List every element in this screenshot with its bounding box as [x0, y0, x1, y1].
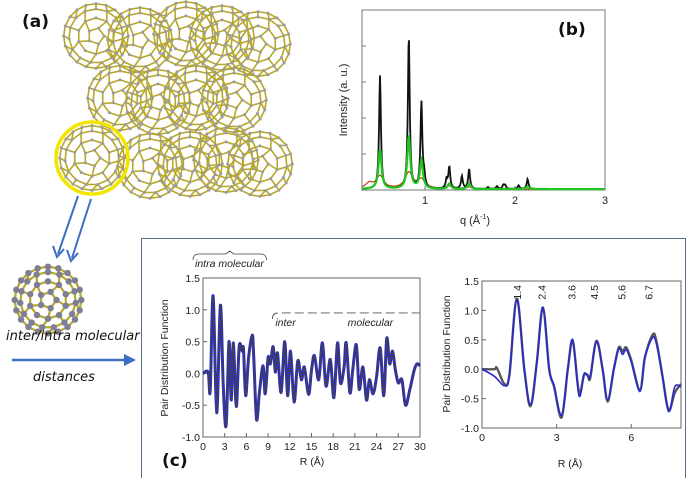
chart-c-left-xtick-label: 3: [222, 441, 228, 453]
peak-label: 4.5: [589, 285, 601, 300]
highlight-circle: [56, 122, 128, 194]
chart-c-right-ytick-label: 0.0: [464, 364, 479, 376]
chart-c-right-series-experiment: [482, 299, 681, 418]
molecular-label: molecular: [348, 317, 394, 329]
chart-c-left-xtick-label: 18: [327, 441, 339, 453]
chart-c-left-ytick-label: -0.5: [182, 400, 200, 412]
side-caption-line2: distances: [33, 370, 95, 385]
chart-c-left-xtick-label: 15: [306, 441, 318, 453]
chart-c-left-xtick-label: 12: [284, 441, 296, 453]
chart-c-right-xtick-label: 0: [479, 432, 485, 444]
chart-b-xtick-label: 3: [602, 195, 608, 207]
chart-c-left-ytick-label: -1.0: [182, 432, 200, 444]
chart-b-xtick-label: 2: [512, 195, 518, 207]
chart-c-left-ytick-label: 1.5: [185, 273, 200, 285]
chart-c-right-ytick-label: 1.5: [464, 276, 479, 288]
chart-c-left-series: [203, 296, 420, 427]
fullerene-ball: [152, 0, 220, 68]
chart-c-left-xtick-label: 24: [371, 441, 383, 453]
fullerene-ball: [58, 124, 126, 192]
fullerene-ball: [62, 2, 130, 70]
chart-c-right-ytick-label: 0.5: [464, 335, 479, 347]
chart-c-left-ytick-label: 0.5: [185, 337, 200, 349]
chart-c-left-ytick-label: 0.0: [185, 368, 200, 380]
chart-c-left-annotations: intra molecular inter molecular: [193, 251, 420, 329]
intra-molecular-label: intra molecular: [195, 258, 264, 270]
chart-c-right-ytick-label: -0.5: [461, 394, 479, 406]
peak-label: 2.4: [537, 285, 549, 300]
chart-c-left-xtick-label: 6: [243, 441, 249, 453]
side-caption-line1: inter/intra molecular: [6, 329, 140, 344]
chart-b-xlabel-close: ): [486, 215, 490, 227]
arrow-down-2: [67, 199, 91, 261]
chart-b-ylabel: Intensity (a. u.): [338, 64, 350, 137]
chart-b-xlabel: q (Å-1): [460, 214, 490, 227]
chart-c-right: -1.0 -0.5 0.0 0.5 1.0 1.5 0 3 6 1.4 2.4 3.6 4.5 5.6 6…: [440, 240, 686, 475]
fullerene-ball: [11, 263, 84, 336]
chart-c-right-xtick-label: 6: [628, 432, 634, 444]
chart-c-right-ytick-label: 1.0: [464, 305, 479, 317]
chart-c-left-xlabel: R (Å): [300, 455, 325, 468]
fullerene-lattice: [58, 0, 294, 200]
inter-label: inter: [275, 317, 296, 329]
chart-c-right-peak-labels: 1.4 2.4 3.6 4.5 5.6 6.7: [512, 285, 656, 300]
chart-b-xtick-label: 1: [422, 195, 428, 207]
chart-c-right-xlabel: R (Å): [558, 457, 583, 470]
chart-c-left: intra molecular inter molecular -1.0 -0.5 0.…: [142, 240, 442, 475]
chart-c-left-ytick-label: 1.0: [185, 305, 200, 317]
peak-label: 6.7: [644, 285, 656, 300]
chart-c-right-ylabel: Pair Distribution Function: [441, 295, 453, 412]
chart-c-left-xtick-label: 27: [392, 441, 404, 453]
peak-label: 1.4: [512, 285, 524, 300]
peak-label: 3.6: [567, 285, 579, 300]
fullerene-crystal-image: [0, 0, 300, 270]
chart-c-left-xtick-label: 0: [200, 441, 206, 453]
panel-label-b: (b): [558, 20, 586, 40]
chart-b-xlabel-main: q (Å: [460, 214, 481, 227]
chart-c-right-ytick-label: -1.0: [461, 423, 479, 435]
chart-c-left-ylabel: Pair Distribution Function: [159, 299, 171, 416]
c60-molecule: [11, 263, 84, 336]
chart-c-left-xtick-label: 30: [414, 441, 426, 453]
peak-label: 5.6: [616, 285, 628, 300]
chart-c-left-xtick-label: 9: [265, 441, 271, 453]
chart-c-right-series: [482, 299, 681, 418]
chart-c-left-xtick-label: 21: [349, 441, 361, 453]
chart-c-right-xtick-label: 3: [554, 432, 560, 444]
arrow-right-icon: [10, 352, 138, 368]
